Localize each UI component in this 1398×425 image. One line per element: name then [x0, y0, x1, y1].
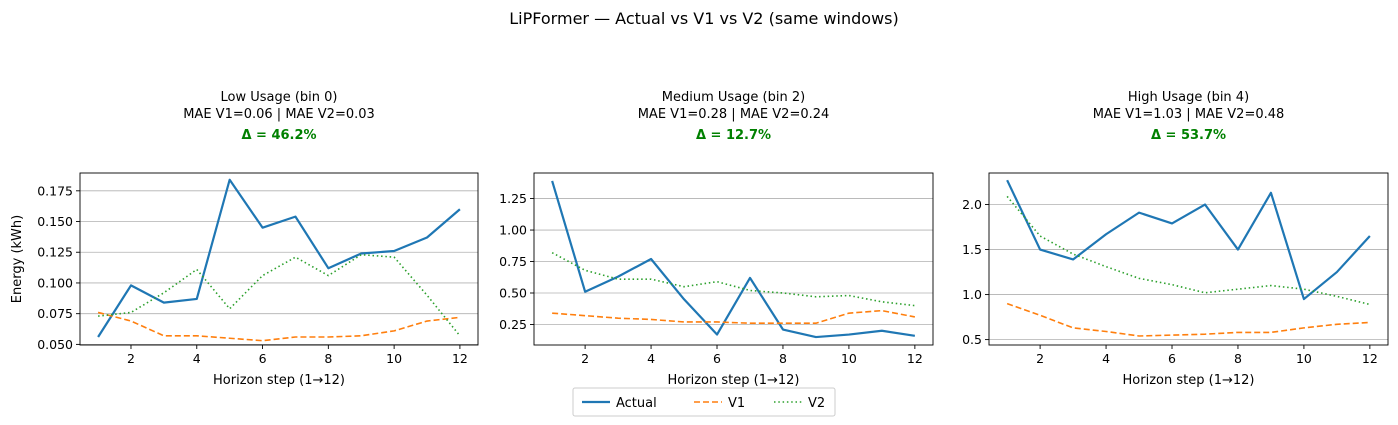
x-tick-label: 6 — [1168, 351, 1176, 366]
x-tick-label: 8 — [779, 351, 787, 366]
series-line-v2 — [98, 253, 461, 337]
y-tick-label: 1.00 — [499, 223, 527, 238]
figure-suptitle: LiPFormer — Actual vs V1 vs V2 (same win… — [509, 9, 899, 28]
series-line-actual — [97, 178, 461, 338]
x-tick-label: 8 — [324, 351, 332, 366]
subplot-3: High Usage (bin 4) MAE V1=1.03 | MAE V2=0… — [962, 90, 1389, 388]
subplot-mae-text: MAE V1=1.03 | MAE V2=0.48 — [1093, 107, 1285, 122]
subplot-title: High Usage (bin 4) — [1128, 90, 1249, 105]
x-axis-label: Horizon step (1→12) — [213, 373, 345, 388]
y-axis-label: Energy (kWh) — [10, 215, 25, 303]
subplot-2: Medium Usage (bin 2) MAE V1=0.28 | MAE V2… — [499, 90, 934, 388]
x-tick-label: 10 — [1296, 351, 1312, 366]
x-tick-label: 2 — [1036, 351, 1044, 366]
subplot-delta-annotation: Δ = 46.2% — [241, 128, 316, 143]
series-line-v1 — [552, 309, 916, 325]
y-tick-label: 0.100 — [37, 275, 73, 290]
x-axis-label: Horizon step (1→12) — [1123, 373, 1255, 388]
y-tick-label: 1.25 — [499, 191, 527, 206]
x-tick-label: 2 — [127, 351, 135, 366]
subplot-delta-annotation: Δ = 12.7% — [696, 128, 771, 143]
axes-frame — [988, 172, 1389, 346]
x-tick-label: 12 — [452, 351, 468, 366]
x-tick-label: 10 — [386, 351, 402, 366]
y-tick-label: 0.150 — [37, 214, 73, 229]
series-line-v2 — [1006, 195, 1371, 306]
subplot-title: Medium Usage (bin 2) — [662, 90, 805, 105]
legend-label-v1: V1 — [728, 396, 745, 411]
x-tick-label: 12 — [907, 351, 923, 366]
subplot-grid: Low Usage (bin 0) MAE V1=0.06 | MAE V2=0.… — [10, 90, 1389, 388]
y-tick-label: 0.075 — [37, 306, 73, 321]
series-line-actual — [1006, 179, 1371, 301]
x-tick-label: 4 — [1102, 351, 1110, 366]
axes-frame — [533, 172, 934, 346]
x-tick-label: 12 — [1362, 351, 1378, 366]
legend: Actual V1 V2 — [572, 387, 836, 417]
subplot-1: Low Usage (bin 0) MAE V1=0.06 | MAE V2=0.… — [10, 90, 479, 388]
y-tick-label: 2.0 — [962, 197, 982, 212]
y-tick-label: 0.175 — [37, 183, 73, 198]
y-tick-label: 0.75 — [499, 254, 527, 269]
x-axis-label: Horizon step (1→12) — [668, 373, 800, 388]
subplot-title: Low Usage (bin 0) — [220, 90, 337, 105]
legend-label-v2: V2 — [808, 396, 825, 411]
subplot-delta-annotation: Δ = 53.7% — [1151, 128, 1226, 143]
x-tick-label: 4 — [647, 351, 655, 366]
y-tick-label: 0.050 — [37, 337, 73, 352]
x-tick-label: 2 — [581, 351, 589, 366]
y-tick-label: 1.5 — [962, 242, 982, 257]
x-tick-label: 4 — [193, 351, 201, 366]
y-tick-label: 0.5 — [962, 332, 982, 347]
y-tick-label: 0.125 — [37, 245, 73, 260]
series-line-v1 — [97, 311, 460, 342]
y-tick-label: 0.25 — [499, 317, 527, 332]
series-line-v2 — [551, 251, 915, 307]
subplot-mae-text: MAE V1=0.28 | MAE V2=0.24 — [638, 107, 830, 122]
x-tick-label: 10 — [841, 351, 857, 366]
x-tick-label: 8 — [1234, 351, 1242, 366]
y-tick-label: 0.50 — [499, 285, 527, 300]
x-tick-label: 6 — [713, 351, 721, 366]
series-line-v1 — [1006, 302, 1370, 337]
legend-label-actual: Actual — [616, 396, 657, 411]
y-tick-label: 1.0 — [962, 287, 982, 302]
axes-frame — [79, 172, 479, 346]
series-line-actual — [551, 180, 916, 339]
subplot-mae-text: MAE V1=0.06 | MAE V2=0.03 — [183, 107, 375, 122]
x-tick-label: 6 — [259, 351, 267, 366]
